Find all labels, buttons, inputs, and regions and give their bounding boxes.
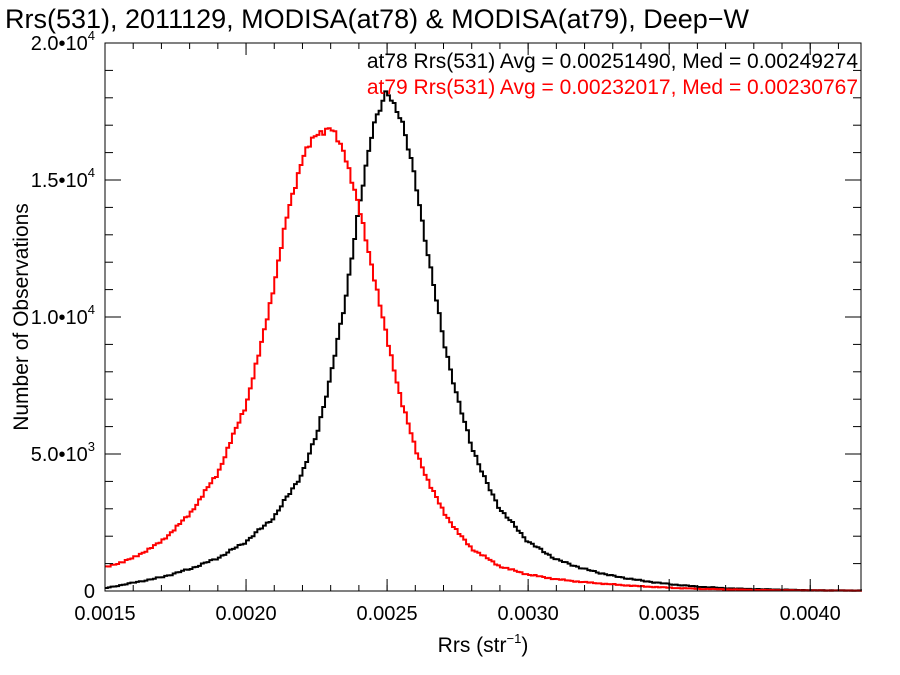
series-layer [105,90,862,592]
legend: at78 Rrs(531) Avg = 0.00251490, Med = 0.… [367,50,858,99]
legend-entry-2: at79 Rrs(531) Avg = 0.00232017, Med = 0.… [367,76,858,99]
y-axis: 0 5.0•103 1.0•104 1.5•104 2.0•104 [31,28,861,603]
x-axis-label-text: Rrs (str [438,634,507,657]
legend-entry-1: at78 Rrs(531) Avg = 0.00251490, Med = 0.… [367,50,858,73]
x-tick-label: 0.0025 [357,603,418,625]
y-tick-label: 5.0•103 [31,439,95,466]
x-tick-label: 0.0040 [780,603,841,625]
y-tick-label: 1.5•104 [31,165,95,192]
x-tick-label: 0.0020 [215,603,276,625]
x-axis-label-close: ) [521,634,528,657]
x-tick-label: 0.0035 [639,603,700,625]
plot-frame [104,42,862,592]
series-1-line [105,90,862,592]
y-tick-label: 1.0•104 [31,302,95,329]
y-tick-label: 0 [84,581,95,603]
x-axis-label-exponent: −1 [507,631,522,646]
x-axis-label: Rrs (str−1) [438,631,529,657]
x-tick-label: 0.0015 [74,603,135,625]
y-axis-label: Number of Observations [10,203,33,431]
chart-title: Rrs(531), 2011129, MODISA(at78) & MODISA… [5,4,750,34]
x-axis: 0.0015 0.0020 0.0025 0.0030 0.0035 0.0040 [74,43,841,625]
series-2-line [105,127,862,592]
y-tick-label: 2.0•104 [31,28,95,55]
x-tick-label: 0.0030 [498,603,559,625]
